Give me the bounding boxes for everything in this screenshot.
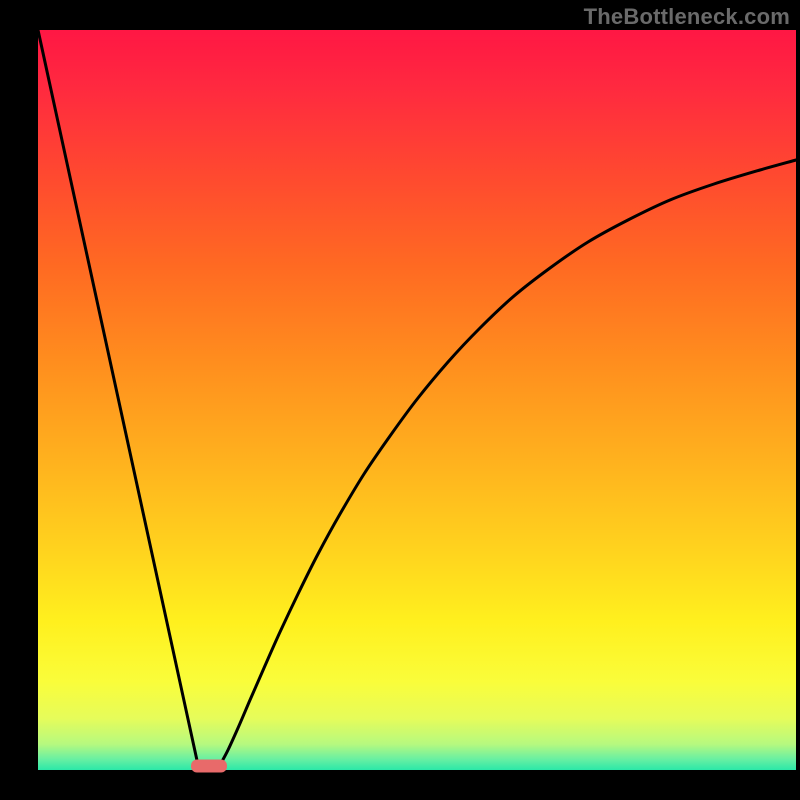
target-marker bbox=[191, 760, 227, 773]
watermark-text: TheBottleneck.com bbox=[584, 4, 790, 30]
bottleneck-chart bbox=[0, 0, 800, 800]
